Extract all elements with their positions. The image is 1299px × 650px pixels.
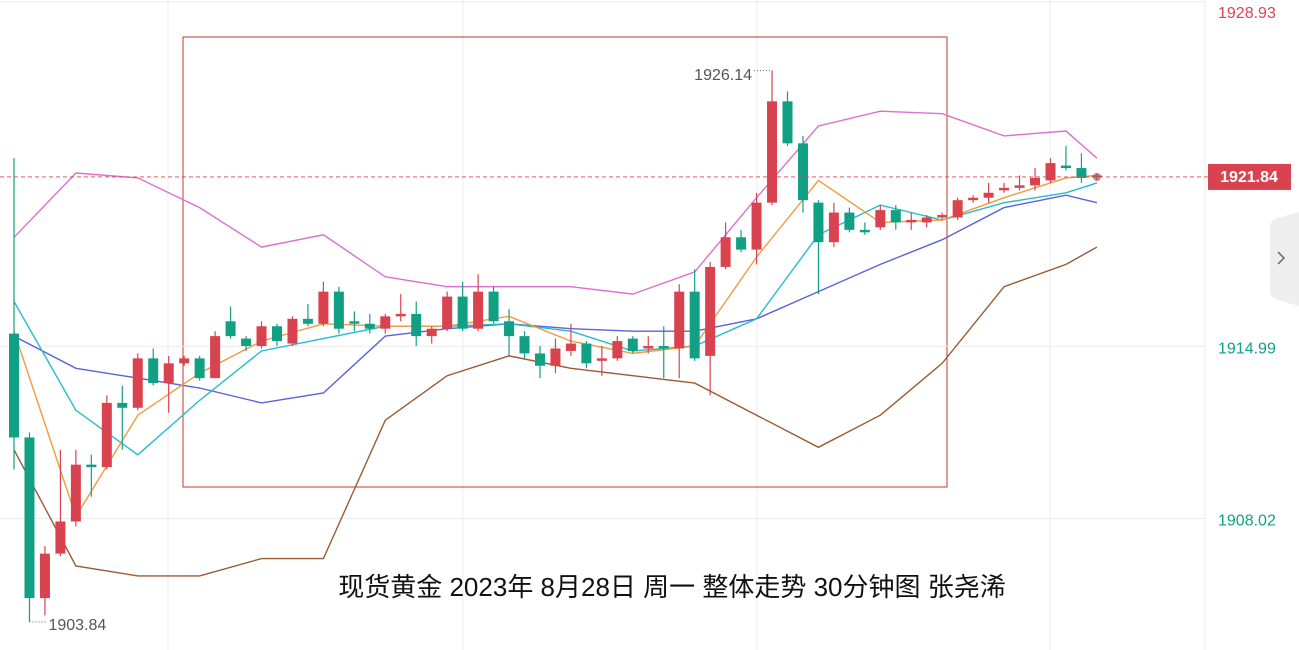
candle-body	[271, 326, 282, 342]
candle-body	[442, 296, 453, 329]
candle-body	[225, 321, 236, 337]
candle-body	[457, 296, 468, 329]
candle-body	[519, 336, 530, 354]
candle-body	[736, 237, 747, 250]
candle-body	[1076, 168, 1087, 178]
candle-body	[875, 210, 886, 228]
candle-body	[380, 316, 391, 329]
candle-body	[658, 346, 669, 349]
candle-body	[813, 202, 824, 243]
candle-body	[952, 200, 963, 218]
candle-body	[194, 358, 205, 379]
scroll-tab[interactable]	[1270, 212, 1299, 306]
candle-body	[627, 338, 638, 351]
candle-body	[9, 333, 19, 438]
candle-body	[720, 237, 731, 267]
candle-body	[333, 291, 344, 329]
y-tick-label: 1914.99	[1218, 340, 1276, 357]
candle-body	[890, 210, 901, 223]
candle-body	[86, 464, 97, 468]
candle-body	[148, 358, 159, 384]
candle-body	[132, 358, 143, 408]
scroll-arrow	[1277, 251, 1286, 265]
candle-body	[256, 326, 267, 347]
candle-body	[983, 192, 994, 198]
candle-body	[395, 313, 406, 317]
candle-body	[1014, 185, 1025, 188]
candle-body	[797, 143, 808, 201]
candle-body	[643, 346, 654, 349]
candle-body	[534, 353, 545, 366]
candle-body	[241, 338, 252, 347]
high-label: 1926.14	[694, 67, 752, 84]
candle-body	[55, 521, 66, 554]
low-label: 1903.84	[48, 617, 106, 634]
candle-body	[782, 101, 793, 144]
candle-body	[581, 343, 592, 364]
candle-body	[70, 464, 81, 522]
candle-body	[859, 229, 870, 233]
candle-body	[844, 212, 855, 230]
candle-body	[349, 321, 360, 324]
candle-body	[302, 318, 313, 324]
candle-body	[287, 318, 298, 344]
indicator-line	[13, 246, 1098, 577]
candle-body	[1030, 177, 1041, 186]
plot: 1908.02 1914.99 1928.93 1926.14 1903.84 1921.…	[0, 1, 1291, 634]
candle-body	[488, 291, 499, 322]
candle-body	[117, 402, 128, 408]
candle-body	[318, 291, 329, 324]
candle-body	[674, 291, 685, 349]
candle-body	[612, 341, 623, 359]
candle-body	[999, 187, 1010, 191]
candle-body	[1045, 163, 1056, 181]
candle-body	[705, 266, 716, 356]
candle-body	[163, 363, 174, 384]
candle-body	[968, 197, 979, 201]
candle-body	[751, 202, 762, 250]
candle-body	[921, 217, 932, 223]
candle-body	[596, 358, 607, 361]
y-tick-label: 1908.02	[1218, 513, 1276, 530]
candle-body	[364, 323, 375, 329]
last-price-dot	[1092, 172, 1101, 181]
candle-body	[1060, 165, 1071, 169]
candle-body	[411, 313, 422, 337]
indicator-line	[13, 110, 1098, 295]
candle-body	[210, 336, 221, 379]
candle-body	[101, 402, 112, 468]
candle-body	[24, 437, 35, 599]
candle-body	[565, 343, 576, 351]
highlight-box	[182, 36, 948, 488]
candle-body	[828, 212, 839, 243]
chart-title: 现货黄金 2023年 8月28日 周一 整体走势 30分钟图 张尧浠	[338, 572, 1005, 602]
candle-body	[39, 553, 50, 599]
candle-body	[179, 358, 190, 364]
candle-body	[426, 328, 437, 337]
last-price-label: 1921.84	[1220, 169, 1278, 186]
grid	[167, 0, 1206, 650]
candle-body	[550, 348, 561, 366]
candle-body	[937, 215, 948, 218]
last-price-box	[1208, 163, 1291, 190]
candle-body	[504, 321, 515, 337]
y-tick-label: 1928.93	[1218, 5, 1276, 22]
candle-body	[689, 291, 700, 359]
candle-body	[473, 291, 484, 329]
candle-body	[767, 101, 778, 203]
candle-body	[906, 219, 917, 223]
